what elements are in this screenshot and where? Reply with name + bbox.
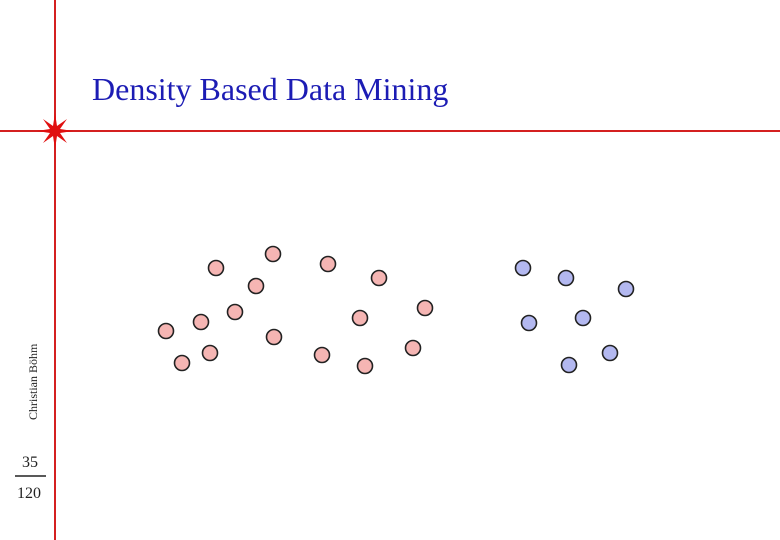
point	[264, 245, 282, 263]
point	[201, 344, 219, 362]
point	[351, 309, 369, 327]
point	[265, 328, 283, 346]
point	[319, 255, 337, 273]
pink-cluster	[157, 245, 434, 375]
point	[207, 259, 225, 277]
star	[37, 113, 73, 149]
page-total: 120	[17, 485, 41, 502]
point	[370, 269, 388, 287]
point	[356, 357, 374, 375]
point	[416, 299, 434, 317]
point	[313, 346, 331, 364]
point	[557, 269, 575, 287]
point	[617, 280, 635, 298]
point	[247, 277, 265, 295]
point	[601, 344, 619, 362]
point	[157, 322, 175, 340]
point	[404, 339, 422, 357]
author: Christian Böhm	[26, 343, 40, 420]
slide-title: Density Based Data Mining	[92, 71, 448, 107]
point	[173, 354, 191, 372]
point	[226, 303, 244, 321]
page-number: 35	[22, 454, 38, 471]
point	[574, 309, 592, 327]
blue-cluster	[514, 259, 635, 374]
point	[514, 259, 532, 277]
point	[192, 313, 210, 331]
point	[560, 356, 578, 374]
point	[520, 314, 538, 332]
